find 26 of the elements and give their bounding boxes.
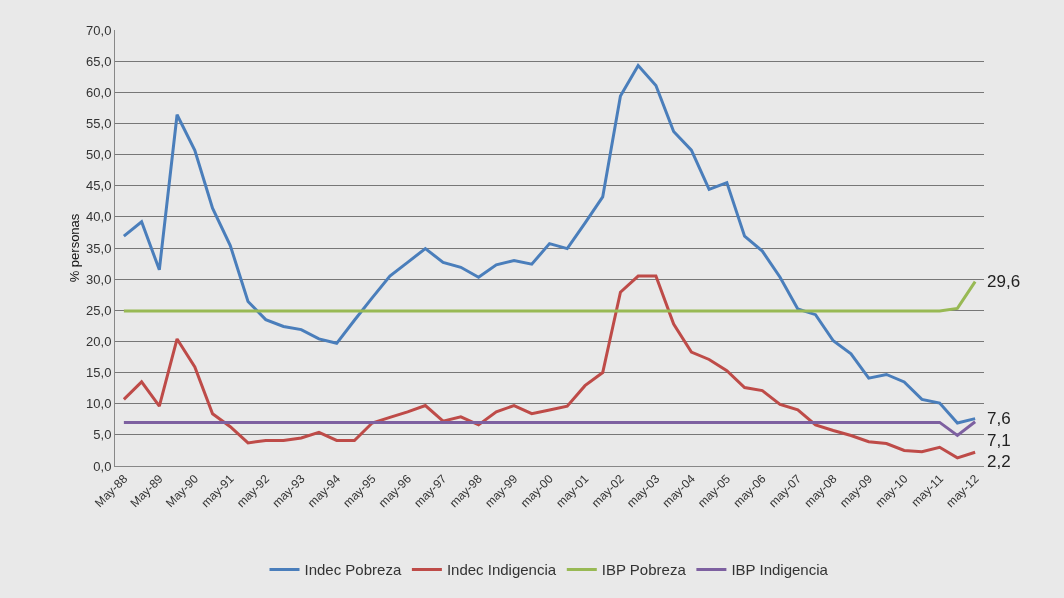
y-tick-label: 0,0 bbox=[93, 458, 112, 474]
y-tick-label: 5,0 bbox=[93, 427, 112, 443]
annotation: 2,2 bbox=[987, 452, 1011, 471]
y-tick-label: 55,0 bbox=[86, 115, 112, 131]
legend-label: IBP Pobreza bbox=[601, 561, 687, 579]
line-series bbox=[122, 274, 977, 460]
annotation: 7,1 bbox=[987, 431, 1011, 450]
y-tick-label: 35,0 bbox=[86, 240, 112, 256]
annotation: 29,6 bbox=[987, 272, 1021, 291]
annotation: 7,6 bbox=[987, 409, 1011, 428]
y-tick-label: 20,0 bbox=[86, 333, 112, 349]
y-tick-label: 25,0 bbox=[86, 302, 112, 318]
legend-label: Indec Indigencia bbox=[446, 561, 557, 579]
y-tick-label: 45,0 bbox=[86, 178, 112, 194]
y-axis-title: % personas bbox=[67, 213, 82, 283]
y-tick-label: 65,0 bbox=[86, 53, 112, 69]
line-series bbox=[122, 64, 977, 425]
y-tick-label: 50,0 bbox=[86, 147, 112, 163]
y-tick-label: 60,0 bbox=[86, 84, 112, 100]
y-tick-label: 30,0 bbox=[86, 271, 112, 287]
y-tick-label: 15,0 bbox=[86, 365, 112, 381]
y-tick-label: 70,0 bbox=[86, 22, 112, 38]
legend-label: Indec Pobreza bbox=[304, 561, 402, 579]
y-tick-label: 40,0 bbox=[86, 209, 112, 225]
y-tick-label: 10,0 bbox=[86, 396, 112, 412]
legend-label: IBP Indigencia bbox=[731, 561, 829, 579]
